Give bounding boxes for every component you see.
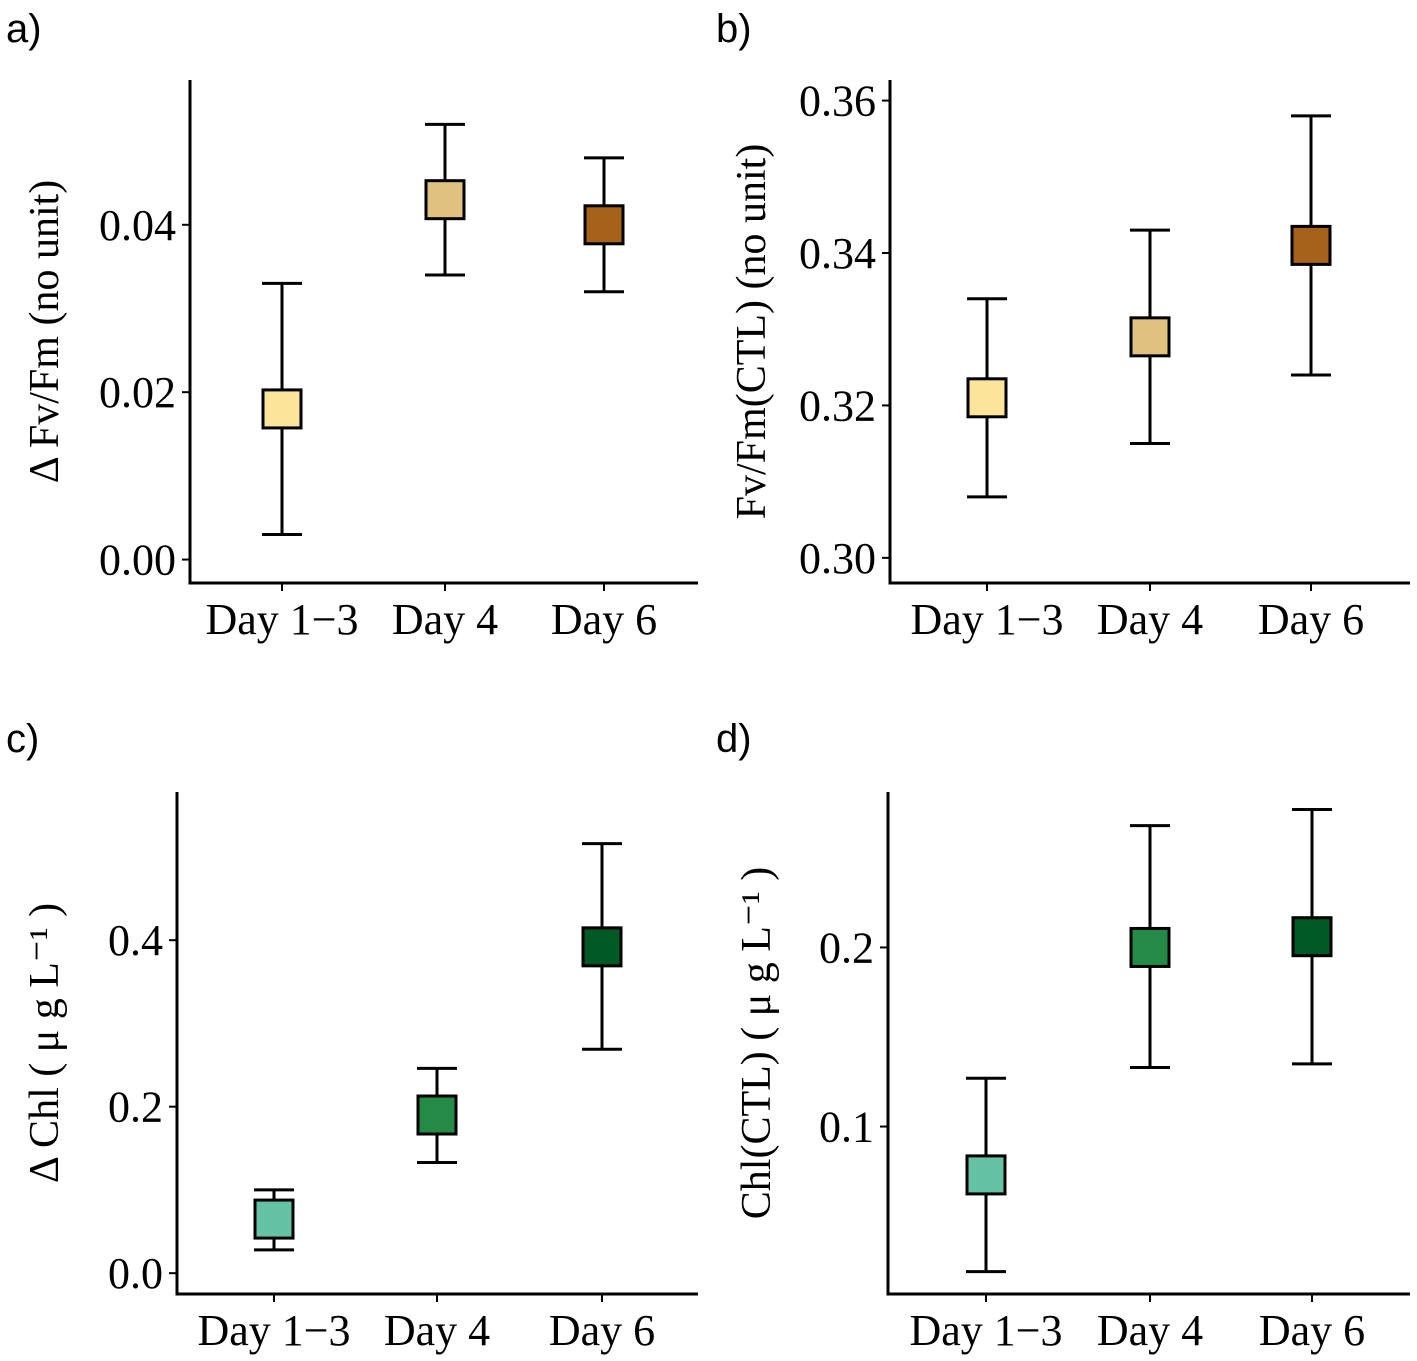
panel-c-y-tick-label: 0.2: [108, 1083, 163, 1132]
panel-c-y-axis-title: Δ Chl ( μ g L⁻¹ ): [22, 903, 68, 1183]
panel-b-x-tick-label: Day 6: [1258, 595, 1364, 644]
panel-b-axes: 0.30 0.32 0.34 0.36 Day 1−3 Day 4 Day 6 Fv/Fm(C…: [729, 77, 1410, 644]
panel-c-x-tick-label: Day 1−3: [197, 1306, 350, 1355]
panel-a-data-point: [261, 388, 303, 430]
panel-c-data-point: [581, 926, 623, 968]
panel-d-y-axis-title: Chl(CTL) ( μ g L⁻¹ ): [734, 867, 780, 1219]
panel-c-axes: 0.0 0.2 0.4 Day 1−3 Day 4 Day 6 Δ Chl ( μ g L⁻…: [22, 792, 698, 1355]
panel-b: b) 0.30 0.32 0.34 0.36 Day 1−3 Day 4 Day 6 Fv/F…: [716, 7, 1410, 644]
panel-c: c) 0.0 0.2 0.4 Day 1−3 Day 4 Day 6 Δ Chl ( μ g…: [6, 717, 698, 1355]
panel-a-y-tick-label: 0.04: [99, 201, 176, 250]
panel-b-y-tick-label: 0.36: [799, 77, 876, 126]
panel-a: a) 0.00 0.02 0.04 Day 1−3 Day 4 Day 6 Δ Fv/Fm …: [6, 7, 698, 644]
panel-b-y-tick-label: 0.30: [799, 534, 876, 583]
panel-letter-b: b): [716, 7, 752, 51]
panel-d-y-tick-label: 0.2: [819, 923, 874, 972]
panel-c-y-tick-label: 0.0: [108, 1249, 163, 1298]
panel-a-y-tick-label: 0.02: [99, 368, 176, 417]
panel-a-data-point: [424, 179, 466, 221]
panel-b-data-point: [1129, 316, 1171, 358]
panel-b-data-point: [1290, 224, 1332, 266]
panel-c-x-tick-label: Day 4: [384, 1306, 490, 1355]
panel-letter-d: d): [716, 717, 752, 761]
panel-c-data-point: [416, 1094, 458, 1136]
panel-b-y-tick-label: 0.32: [799, 381, 876, 430]
panel-a-y-axis-title: Δ Fv/Fm (no unit): [22, 180, 68, 484]
panel-a-x-tick-label: Day 4: [392, 595, 498, 644]
panel-c-x-tick-label: Day 6: [549, 1306, 655, 1355]
panel-d-y-tick-label: 0.1: [819, 1103, 874, 1152]
panel-d-x-tick-label: Day 6: [1259, 1306, 1365, 1355]
panel-a-y-tick-label: 0.00: [99, 536, 176, 585]
panel-d: d) 0.1 0.2 Day 1−3 Day 4 Day 6 Chl(CTL) ( μ g…: [716, 717, 1410, 1355]
panel-d-data-point: [1129, 926, 1171, 968]
panel-b-data-point: [966, 377, 1008, 419]
panel-c-data-point: [253, 1198, 295, 1240]
panel-a-x-tick-label: Day 6: [551, 595, 657, 644]
panel-d-x-tick-label: Day 4: [1097, 1306, 1203, 1355]
panel-b-y-tick-label: 0.34: [799, 229, 876, 278]
panel-a-x-tick-label: Day 1−3: [205, 595, 358, 644]
panel-d-x-tick-label: Day 1−3: [909, 1306, 1062, 1355]
panel-b-x-tick-label: Day 1−3: [910, 595, 1063, 644]
panel-c-y-tick-label: 0.4: [108, 916, 163, 965]
panel-a-axes: 0.00 0.02 0.04 Day 1−3 Day 4 Day 6 Δ Fv/Fm (no…: [22, 80, 698, 644]
panel-d-axes: 0.1 0.2 Day 1−3 Day 4 Day 6 Chl(CTL) ( μ g L⁻…: [734, 792, 1410, 1355]
panel-d-data-point: [965, 1154, 1007, 1196]
panel-a-data-point: [583, 204, 625, 246]
panel-b-y-axis-title: Fv/Fm(CTL) (no unit): [729, 144, 775, 520]
panel-b-x-tick-label: Day 4: [1097, 595, 1203, 644]
panel-letter-c: c): [6, 717, 39, 761]
panel-d-data-point: [1291, 916, 1333, 958]
panel-letter-a: a): [6, 7, 42, 51]
